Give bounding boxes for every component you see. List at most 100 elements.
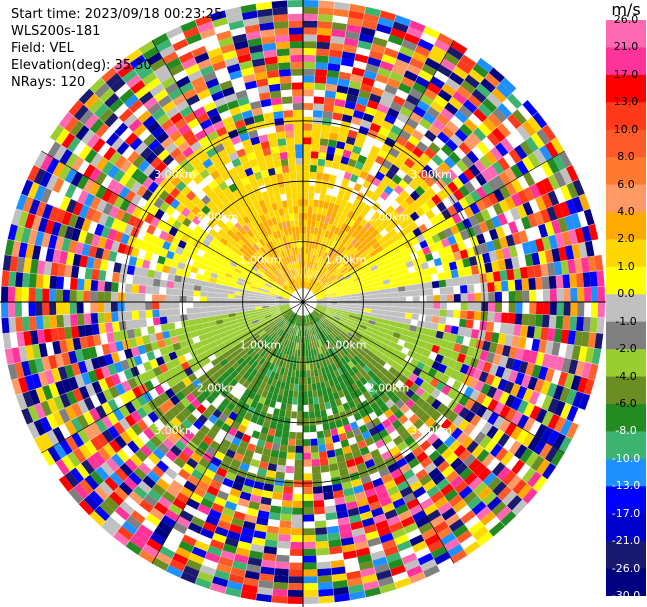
range-gate [411,163,423,175]
range-gate [311,465,321,474]
range-gate [425,405,437,417]
range-gate [546,206,558,222]
range-gate [295,328,299,336]
range-gate [314,82,326,91]
range-gate [76,290,84,302]
range-gate [379,97,393,108]
range-gate [522,201,534,216]
range-gate [344,299,351,302]
range-gate [266,346,274,354]
range-gate [303,192,309,200]
range-gate [400,268,410,276]
range-gate [254,445,264,455]
range-gate [368,426,379,437]
range-gate [268,456,279,465]
range-gate [427,539,444,553]
range-gate [30,259,39,274]
range-gate [238,368,247,377]
range-gate [583,378,595,396]
range-gate [317,207,323,215]
range-gate [158,545,176,559]
range-gate [393,370,403,380]
range-gate [275,237,281,246]
range-gate [520,374,532,389]
range-gate [306,322,309,330]
range-gate [339,246,347,254]
range-gate [164,398,175,410]
range-gate [310,158,319,166]
range-gate [491,461,506,477]
range-gate [68,99,84,117]
range-gate [37,217,49,233]
range-gate [329,399,337,409]
range-gate [436,526,453,540]
range-gate [165,106,180,119]
range-gate [341,51,356,61]
range-gate [311,320,316,328]
range-gate [566,405,579,422]
range-gate [272,110,284,119]
range-gate [276,292,284,296]
range-gate [79,336,89,350]
range-gate [303,0,319,8]
range-gate [280,506,293,515]
range-gate [359,274,368,280]
range-gate [246,374,255,383]
range-gate [255,355,263,364]
range-gate [283,294,291,298]
range-gate [303,123,313,131]
range-gate [526,325,536,339]
range-gate [129,137,143,151]
range-gate [285,289,292,295]
range-gate [385,153,397,164]
range-gate [289,383,295,391]
range-gate [195,430,207,441]
range-gate [70,171,84,187]
range-gate [516,124,531,141]
range-gate [541,462,557,480]
range-gate [216,563,232,574]
range-gate [64,420,78,436]
range-gate [276,279,283,285]
range-gate [382,338,391,346]
ray-separator [324,312,573,440]
range-gate [500,510,517,527]
ray-separator [1,285,279,302]
range-gate [314,290,321,296]
range-gate [292,268,296,276]
range-gate [213,496,227,507]
range-gate [99,87,115,103]
range-gate [237,277,246,283]
range-gate [405,307,413,314]
range-gate [350,238,359,246]
range-gate [28,287,36,302]
range-gate [103,443,117,458]
range-gate [64,405,77,421]
range-gate [237,170,248,180]
range-gate [300,254,303,261]
range-gate [436,64,453,78]
range-gate [289,319,294,327]
range-gate [278,329,285,337]
range-gate [252,142,263,152]
range-gate [228,20,245,31]
range-gate [423,88,438,101]
range-gate [450,133,464,147]
range-gate [588,363,599,381]
range-gate [233,242,242,251]
range-gate [381,539,397,551]
range-gate [303,528,316,536]
range-gate [242,224,251,233]
range-gate [144,212,155,225]
range-gate [521,467,537,484]
range-gate [529,405,542,421]
range-gate [210,389,221,399]
range-gate [147,488,162,502]
range-gate [210,205,221,215]
range-gate [280,158,289,167]
range-gate [99,107,114,123]
range-gate [486,271,495,283]
range-gate [406,424,418,436]
colorbar-tick-label: 8.0 [617,150,635,164]
ray-separator [255,3,300,279]
